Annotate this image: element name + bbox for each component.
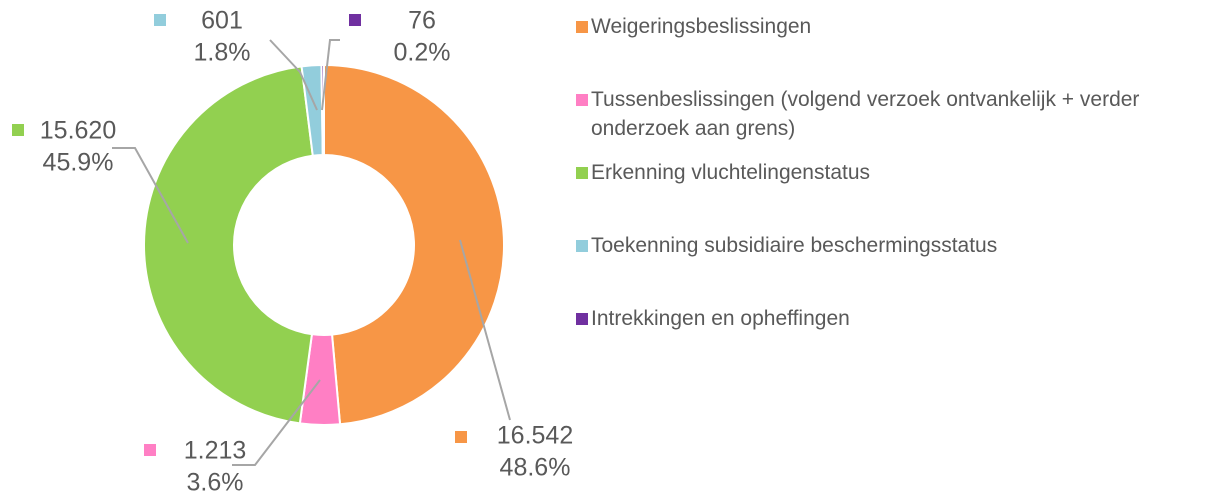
legend-label: Weigeringsbeslissingen	[591, 15, 812, 38]
value-label: 601	[201, 7, 243, 35]
percent-label: 3.6%	[187, 469, 244, 497]
leader-line	[269, 39, 318, 111]
legend-swatch	[576, 21, 588, 33]
label-swatch	[144, 444, 156, 456]
legend-item: Erkenning vluchtelingenstatus	[576, 158, 1216, 231]
label-swatch	[154, 14, 166, 26]
percent-label: 0.2%	[394, 39, 451, 67]
leader-line	[321, 39, 340, 111]
legend-label: Toekenning subsidiaire beschermingsstatu…	[591, 234, 998, 257]
legend-swatch	[576, 240, 588, 252]
label-swatch	[12, 124, 24, 136]
legend-swatch	[576, 167, 588, 179]
legend-swatch	[576, 313, 588, 325]
legend-item: Tussenbeslissingen (volgend verzoek ontv…	[576, 85, 1216, 158]
label-swatch	[455, 431, 467, 443]
legend-label: Intrekkingen en opheffingen	[591, 307, 850, 330]
value-label: 76	[408, 7, 436, 35]
legend-item: Weigeringsbeslissingen	[576, 12, 1216, 85]
percent-label: 45.9%	[43, 149, 114, 177]
value-label: 1.213	[184, 437, 247, 465]
donut-slice	[143, 65, 314, 425]
percent-label: 1.8%	[194, 39, 251, 67]
percent-label: 48.6%	[500, 454, 571, 482]
legend-item: Toekenning subsidiaire beschermingsstatu…	[576, 231, 1216, 304]
leader-line	[459, 239, 511, 421]
legend: Weigeringsbeslissingen Tussenbeslissingen…	[576, 12, 1216, 377]
leader-line	[232, 379, 321, 466]
leader-line	[112, 147, 189, 244]
legend-swatch	[576, 94, 588, 106]
value-label: 16.542	[497, 422, 573, 450]
value-label: 15.620	[40, 117, 116, 145]
donut-slice	[323, 63, 505, 426]
label-swatch	[349, 14, 361, 26]
legend-item: Intrekkingen en opheffingen	[576, 304, 1216, 377]
legend-label: Erkenning vluchtelingenstatus	[591, 161, 871, 184]
legend-label: Tussenbeslissingen (volgend verzoek ontv…	[591, 88, 1140, 140]
